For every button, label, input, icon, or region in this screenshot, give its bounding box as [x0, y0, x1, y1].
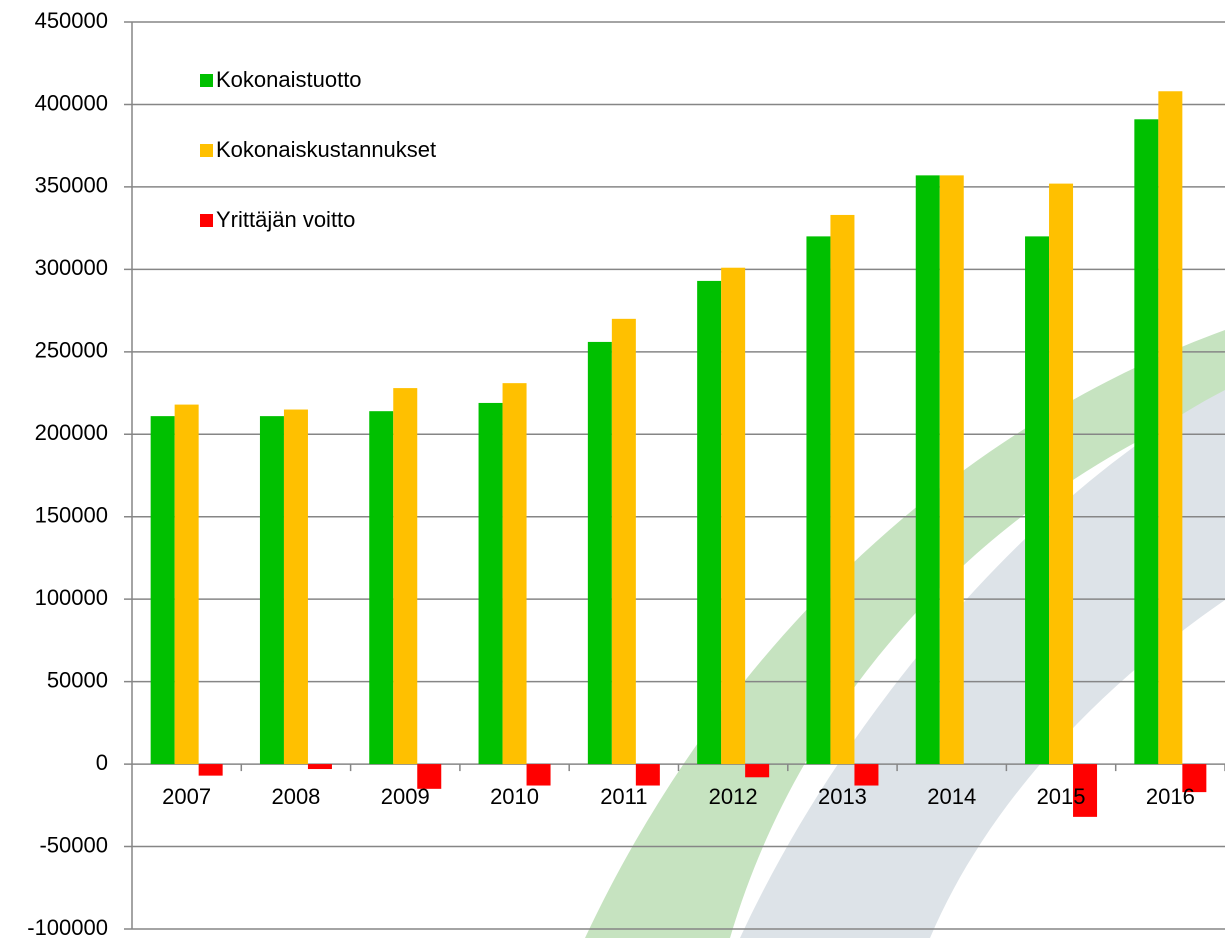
bar [307, 764, 332, 770]
x-tick-label: 2010 [490, 784, 539, 809]
y-tick-label: 0 [96, 750, 108, 775]
bar [830, 214, 855, 765]
y-tick-label: 400000 [35, 90, 108, 115]
y-tick-label: 350000 [35, 173, 108, 198]
y-tick-label: 50000 [47, 667, 108, 692]
y-tick-label: 150000 [35, 503, 108, 528]
y-tick-label: 100000 [35, 585, 108, 610]
bar [259, 416, 284, 765]
x-tick-label: 2016 [1146, 784, 1195, 809]
bar [1182, 764, 1207, 793]
y-tick-label: -100000 [27, 915, 108, 938]
legend-label: Yrittäjän voitto [216, 207, 355, 232]
legend-swatch [200, 74, 213, 87]
bar [283, 409, 308, 765]
bar [1158, 91, 1183, 765]
bar [1134, 119, 1159, 765]
legend-label: Kokonaiskustannukset [216, 137, 436, 162]
bar [697, 280, 722, 765]
x-tick-label: 2011 [600, 784, 647, 809]
y-tick-label: 450000 [35, 8, 108, 33]
x-tick-label: 2009 [381, 784, 430, 809]
bar [1049, 183, 1074, 765]
bar [939, 175, 964, 765]
bar [417, 764, 442, 789]
bar [854, 764, 879, 786]
legend-swatch [200, 144, 213, 157]
x-tick-label: 2013 [818, 784, 867, 809]
bar [1073, 764, 1098, 817]
x-tick-label: 2007 [162, 784, 211, 809]
bar [502, 383, 527, 765]
y-tick-label: 200000 [35, 420, 108, 445]
x-tick-label: 2014 [927, 784, 976, 809]
bar [806, 236, 831, 765]
legend-swatch [200, 214, 213, 227]
y-tick-label: -50000 [39, 832, 108, 857]
bar [369, 411, 394, 765]
bar [478, 402, 503, 765]
y-tick-label: 250000 [35, 338, 108, 363]
legend-label: Kokonaistuotto [216, 67, 362, 92]
x-tick-label: 2008 [271, 784, 320, 809]
bar [150, 416, 175, 765]
bar [526, 764, 551, 786]
bar [174, 404, 199, 765]
x-tick-label: 2015 [1037, 784, 1086, 809]
bar [1025, 236, 1050, 765]
x-tick-label: 2012 [709, 784, 758, 809]
bar [393, 388, 418, 765]
bar [587, 341, 612, 765]
bar [721, 267, 746, 765]
y-tick-label: 300000 [35, 255, 108, 280]
bar [198, 764, 223, 776]
bar [915, 175, 940, 765]
bar [611, 318, 636, 765]
bar [635, 764, 660, 786]
bar [745, 764, 770, 778]
